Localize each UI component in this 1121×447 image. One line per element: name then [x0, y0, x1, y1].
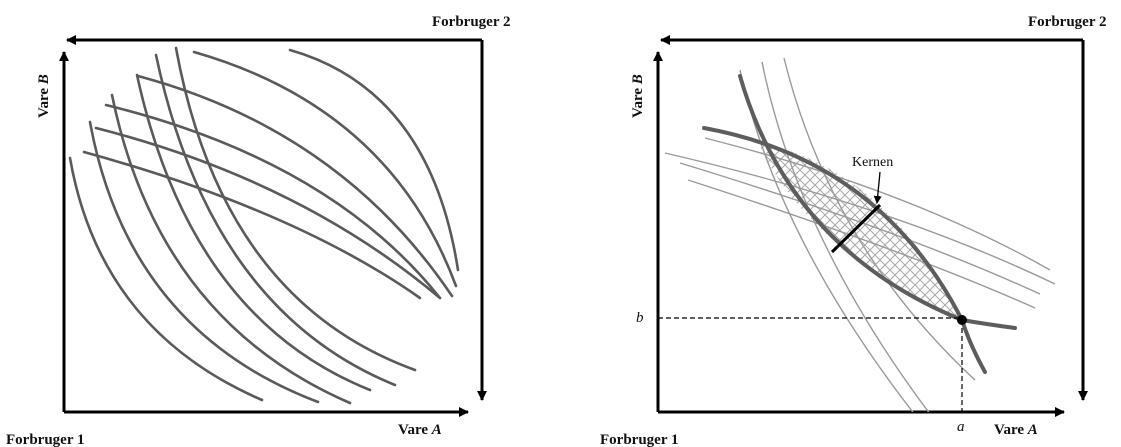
- right-consumer1-label: Forbruger 1: [600, 432, 678, 447]
- left-indifference-curve-c1-4: [135, 73, 372, 392]
- left-indifference-curve-c1-5: [154, 53, 397, 387]
- left-indifference-curve-c1-3: [110, 93, 352, 405]
- right-edgeworth-box: Kernen Forbruger 2 Forbruger 1 Vare A Va…: [600, 14, 1106, 447]
- core-hatched-region: [758, 142, 962, 320]
- right-indifference-curve-c1-2: [761, 61, 930, 412]
- right-indifference-curve-c1-endowment: [738, 74, 987, 374]
- right-indifference-curve-c2-2: [679, 162, 1041, 295]
- endowment-a-label: a: [957, 419, 965, 435]
- left-indifference-curve-c1-6: [174, 46, 417, 372]
- left-edgeworth-box: Forbruger 2 Forbruger 1 Vare A Vare B: [6, 14, 510, 447]
- left-consumer1-label: Forbruger 1: [6, 432, 84, 447]
- left-indifference-curve-c1-1: [68, 156, 264, 402]
- right-y-axis-label: Vare B: [630, 74, 646, 118]
- right-indifference-curve-c2-3: [687, 179, 1036, 309]
- left-indifference-curve-c1-2: [88, 120, 320, 404]
- endowment-b-label: b: [636, 310, 644, 326]
- left-indifference-curve-c2-4: [136, 74, 454, 298]
- contract-curve-core: [830, 203, 882, 254]
- right-indifference-curve-c1-3: [783, 57, 976, 381]
- left-indifference-curve-c2-2: [94, 126, 442, 300]
- left-x-axis-label: Vare A: [398, 422, 442, 438]
- core-label: Kernen: [852, 155, 893, 170]
- right-consumer2-label: Forbruger 2: [1028, 14, 1106, 30]
- left-y-axis-label: Vare B: [36, 74, 52, 118]
- endowment-point: [957, 315, 967, 325]
- core-pointer-arrow: [873, 171, 882, 204]
- left-indifference-curve-c2-1: [82, 150, 422, 300]
- left-consumer2-label: Forbruger 2: [432, 14, 510, 30]
- left-indifference-curve-c2-6: [288, 48, 460, 272]
- left-indifference-curve-c2-3: [104, 103, 442, 300]
- right-indifference-curve-c2-4: [704, 137, 1051, 271]
- left-indifference-curve-c2-5: [192, 50, 458, 288]
- right-x-axis-label: Vare A: [994, 422, 1038, 438]
- right-indifference-curve-c2-endowment: [702, 126, 1017, 330]
